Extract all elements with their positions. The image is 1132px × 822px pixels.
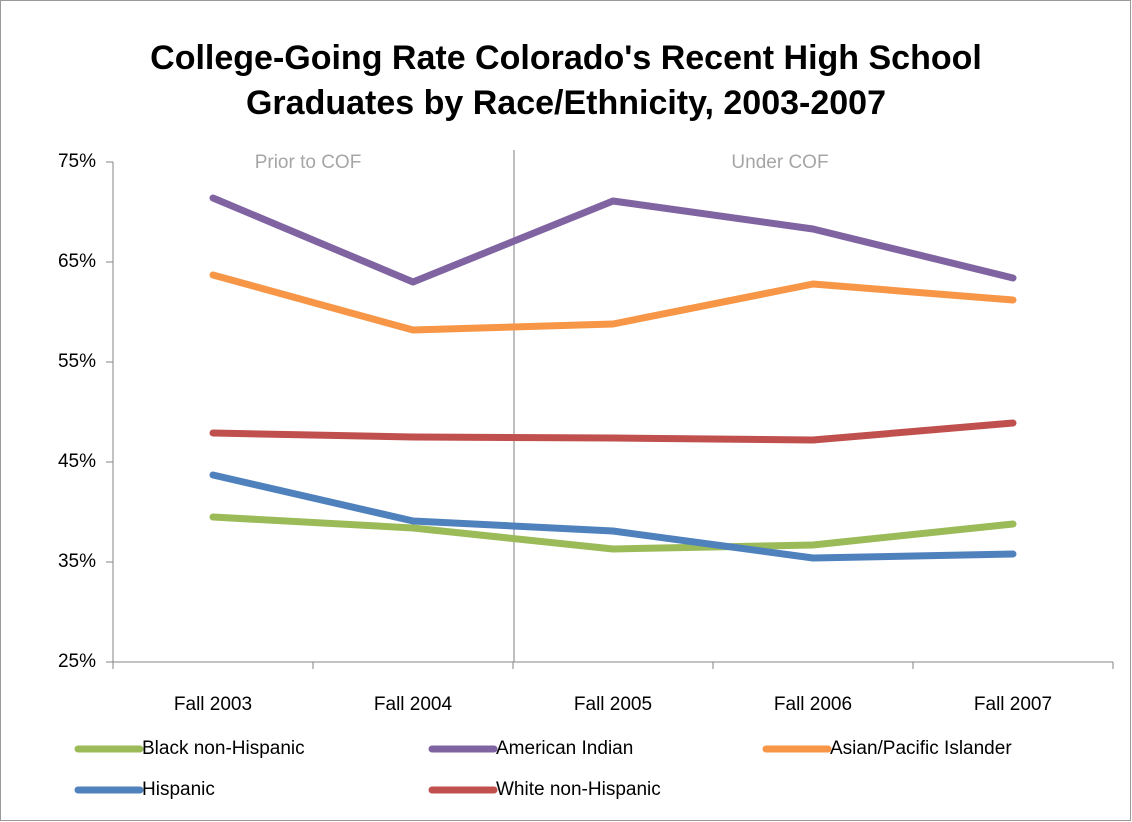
chart-title: College-Going Rate Colorado's Recent Hig… — [150, 39, 982, 77]
chart-title: Graduates by Race/Ethnicity, 2003-2007 — [246, 84, 886, 122]
legend-label: Black non-Hispanic — [142, 738, 305, 759]
y-tick-label: 55% — [58, 351, 96, 372]
x-tick-label: Fall 2005 — [574, 694, 652, 715]
series-line — [209, 471, 1017, 562]
y-tick-label: 75% — [58, 151, 96, 172]
x-tick-label: Fall 2007 — [974, 694, 1052, 715]
y-tick-label: 25% — [58, 651, 96, 672]
legend-label: American Indian — [496, 738, 633, 759]
y-tick-label: 65% — [58, 251, 96, 272]
series-line — [209, 513, 1017, 553]
y-tick-label: 35% — [58, 551, 96, 572]
annotation: Under COF — [731, 152, 828, 173]
series-line — [209, 271, 1017, 334]
legend-label: Asian/Pacific Islander — [830, 738, 1012, 759]
x-tick-label: Fall 2006 — [774, 694, 852, 715]
x-tick-label: Fall 2003 — [174, 694, 252, 715]
annotation: Prior to COF — [255, 152, 362, 173]
x-tick-label: Fall 2004 — [374, 694, 453, 715]
legend-label: White non-Hispanic — [496, 779, 661, 800]
series-line — [209, 194, 1017, 286]
y-tick-label: 45% — [58, 451, 96, 472]
legend-label: Hispanic — [142, 779, 215, 800]
series-line — [209, 419, 1017, 444]
